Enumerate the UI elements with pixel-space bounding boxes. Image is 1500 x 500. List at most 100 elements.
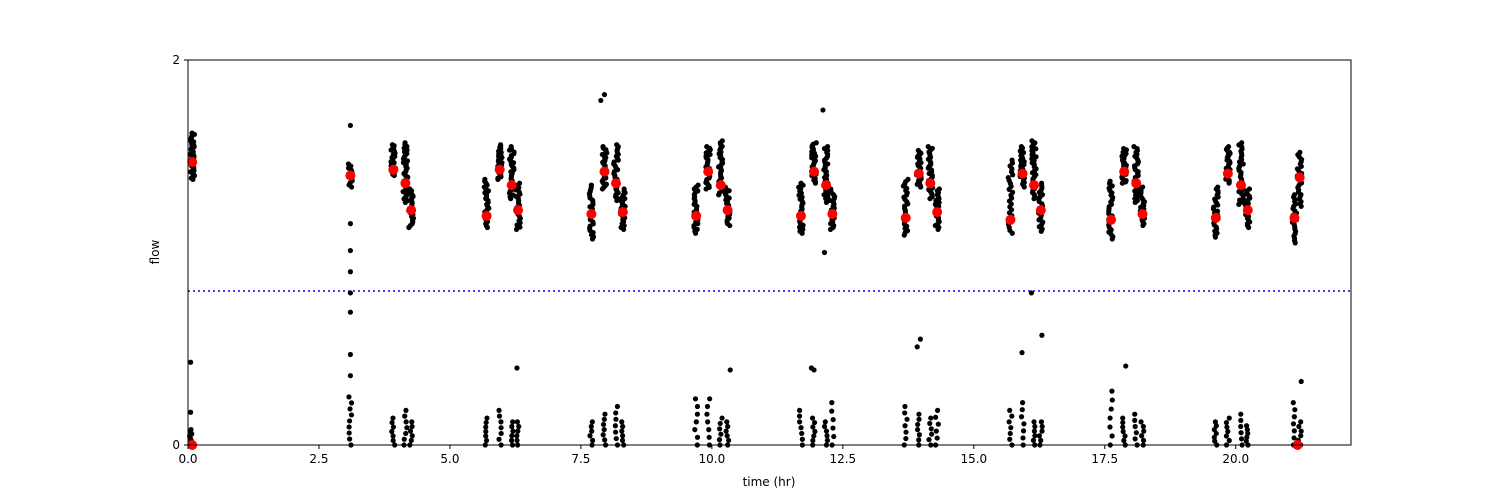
data-point <box>1298 428 1304 434</box>
data-point <box>1132 417 1138 423</box>
data-point <box>588 423 594 430</box>
data-point <box>407 428 414 434</box>
data-point <box>497 142 504 148</box>
data-point <box>694 411 701 417</box>
data-point <box>905 176 911 182</box>
data-point <box>484 415 490 421</box>
data-point <box>346 430 352 436</box>
data-point <box>401 436 407 442</box>
mean-marker <box>1131 178 1142 189</box>
data-point <box>1225 428 1231 435</box>
data-point <box>188 427 194 433</box>
data-point <box>1038 437 1044 443</box>
data-point <box>1297 149 1303 155</box>
data-point <box>403 419 409 425</box>
data-point <box>1020 428 1027 434</box>
data-point <box>1031 428 1038 434</box>
data-point <box>612 429 619 435</box>
data-point <box>929 145 935 152</box>
data-point <box>602 437 608 443</box>
data-point <box>611 159 617 165</box>
data-point <box>1291 428 1297 434</box>
data-point <box>589 428 595 434</box>
data-point <box>827 197 833 204</box>
data-point <box>692 396 699 402</box>
data-point <box>1120 428 1126 435</box>
data-point <box>1223 419 1230 426</box>
mean-marker <box>586 209 597 219</box>
data-point <box>902 410 908 416</box>
data-point <box>914 344 920 350</box>
data-point <box>822 419 828 425</box>
data-point <box>348 400 355 406</box>
data-point <box>1120 419 1126 426</box>
mean-marker <box>1289 212 1300 223</box>
data-point <box>601 416 607 422</box>
x-axis-label: time (hr) <box>743 475 796 489</box>
x-tick-label: 5.0 <box>440 452 459 466</box>
data-point <box>1021 421 1027 427</box>
mean-marker <box>406 205 417 216</box>
mean-marker <box>345 170 356 181</box>
data-point <box>1033 154 1039 160</box>
x-tick-label: 10.0 <box>699 452 726 466</box>
data-point <box>831 433 837 440</box>
data-point <box>1238 430 1244 436</box>
data-point <box>618 197 624 204</box>
data-point <box>830 416 836 423</box>
data-point <box>1109 433 1115 439</box>
data-point <box>1120 415 1126 421</box>
data-point <box>601 92 608 98</box>
data-point <box>916 411 922 417</box>
data-point <box>1032 433 1038 439</box>
mean-marker <box>617 207 628 218</box>
data-point <box>390 415 396 421</box>
data-point <box>390 433 396 439</box>
data-point <box>1238 411 1244 417</box>
data-point <box>934 435 940 441</box>
data-point <box>812 428 818 435</box>
data-point <box>619 428 625 434</box>
data-point <box>1140 437 1147 443</box>
data-point <box>1298 419 1304 425</box>
axes-frame <box>187 59 1352 446</box>
data-point <box>620 423 626 430</box>
mean-marker <box>1106 214 1117 225</box>
data-point <box>1038 180 1045 186</box>
data-point <box>600 144 606 150</box>
data-point <box>1132 436 1138 442</box>
data-point <box>1009 189 1016 195</box>
mean-marker <box>506 180 517 191</box>
data-point <box>705 419 711 425</box>
data-point <box>514 433 520 439</box>
data-point <box>1238 417 1244 423</box>
data-point <box>614 403 621 410</box>
data-point <box>515 428 521 434</box>
data-point <box>612 423 618 429</box>
data-point <box>916 416 922 422</box>
data-point <box>1244 423 1250 429</box>
data-point <box>498 430 504 437</box>
data-point <box>602 411 608 417</box>
data-point <box>797 419 803 425</box>
data-point <box>483 428 489 435</box>
data-point <box>1006 419 1012 425</box>
data-point <box>932 414 939 420</box>
data-point <box>409 419 415 425</box>
mean-marker <box>809 166 820 177</box>
data-point <box>613 416 619 422</box>
data-point <box>347 436 353 442</box>
data-point <box>483 424 489 430</box>
data-point <box>1211 427 1217 433</box>
data-point <box>601 427 607 433</box>
data-point <box>1121 437 1127 444</box>
data-point <box>389 419 395 426</box>
data-point <box>1031 419 1037 425</box>
data-point <box>347 221 353 227</box>
data-point <box>928 415 934 421</box>
data-point <box>619 437 626 443</box>
data-point <box>727 367 733 373</box>
data-point <box>695 182 701 188</box>
data-point <box>613 410 619 416</box>
data-point <box>704 411 710 417</box>
